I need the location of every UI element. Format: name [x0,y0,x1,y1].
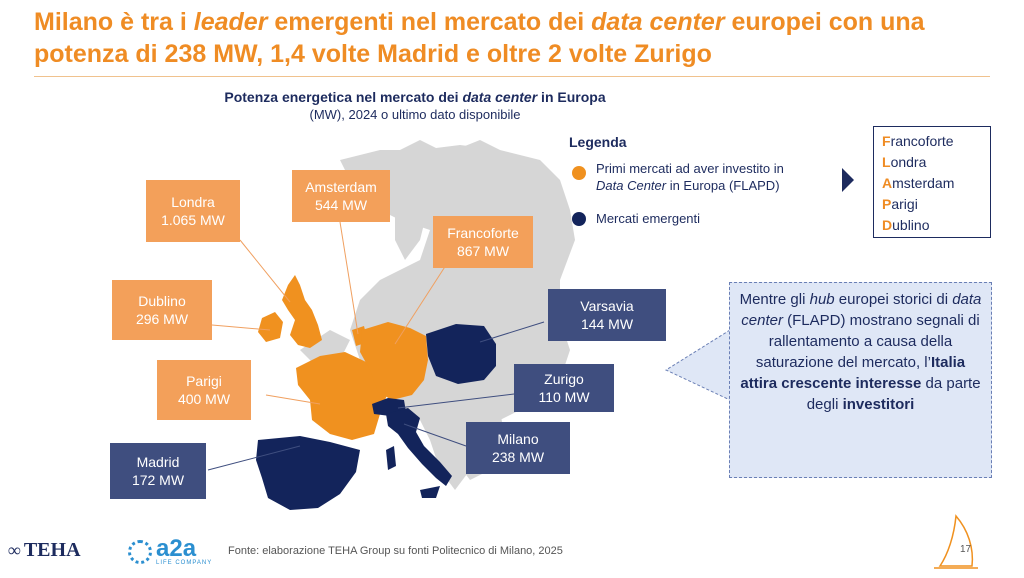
navy-dot-icon [572,212,586,226]
connector-lines-emerging [207,321,545,471]
sail-logo-icon [934,514,978,569]
city-box-amsterdam: Amsterdam 544 MW [292,170,390,222]
legend-item-flapd: Primi mercati ad aver investito in Data C… [572,160,784,194]
poland-shape [426,324,496,384]
spain-shape [256,436,360,510]
title-divider [34,76,990,77]
legend-item-flapd-label: Primi mercati ad aver investito in Data C… [596,161,784,193]
flapd-box: Francoforte Londra Amsterdam Parigi Dubl… [873,126,991,238]
source-note: Fonte: elaborazione TEHA Group su fonti … [228,545,563,557]
map-emerging-countries [256,324,496,510]
flapd-item: Francoforte [882,133,954,149]
chevron-right-icon [842,168,854,192]
orange-dot-icon [572,166,586,180]
page-number: 17 [960,544,972,555]
a2a-logo: a2a LIFE COMPANY [128,537,212,566]
ireland-shape [258,312,283,342]
sicily-shape [420,486,440,498]
city-box-milano: Milano 238 MW [466,422,570,474]
france-shape [296,352,388,440]
legend-item-emerging: Mercati emergenti [572,210,700,227]
city-box-dublino: Dublino 296 MW [112,280,212,340]
chart-subtitle: Potenza energetica nel mercato dei data … [224,89,606,122]
italy-shape [386,408,452,486]
city-box-madrid: Madrid 172 MW [110,443,206,499]
city-box-zurigo: Zurigo 110 MW [514,364,614,412]
insight-callout: Mentre gli hub europei storici di data c… [729,282,992,478]
flapd-item: Dublino [882,217,930,233]
slide-title: Milano è tra i leader emergenti nel merc… [34,8,925,68]
sardinia-shape [386,446,396,470]
legend-title: Legenda [569,134,627,150]
flapd-item: Londra [882,154,927,170]
city-box-varsavia: Varsavia 144 MW [548,289,666,341]
map-flapd-countries [258,275,428,440]
uk-shape [282,275,322,348]
callout-pointer [664,330,731,401]
connector-lines [211,221,449,405]
flapd-item: Amsterdam [882,175,955,191]
city-box-londra: Londra 1.065 MW [146,180,240,242]
legend-item-emerging-label: Mercati emergenti [596,211,701,226]
flapd-item: Parigi [882,196,918,212]
teha-mark-icon: ∞ [8,540,21,560]
city-box-francoforte: Francoforte 867 MW [433,216,533,268]
teha-logo: ∞ TEHA [8,539,81,561]
a2a-circle-icon [128,540,152,564]
germany-shape [360,322,428,400]
city-box-parigi: Parigi 400 MW [157,360,251,420]
